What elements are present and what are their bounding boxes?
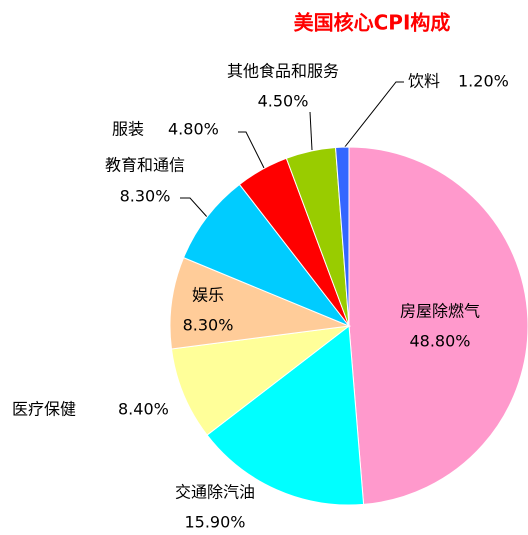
- value-label: 4.50%: [258, 92, 309, 111]
- slice-label: 房屋除燃气: [400, 302, 480, 321]
- slice-label: 交通除汽油: [175, 483, 255, 502]
- chart-title: 美国核心CPI构成: [294, 11, 451, 35]
- pie-slice: [206, 325, 365, 506]
- value-label: 8.30%: [183, 316, 234, 335]
- slice-label: 其他食品和服务: [227, 62, 339, 81]
- pie-slice: [169, 256, 351, 350]
- value-label: 8.40%: [118, 400, 169, 419]
- value-label: 15.90%: [184, 513, 245, 532]
- leader-line: [343, 81, 404, 149]
- value-label: 1.20%: [458, 72, 509, 91]
- value-label: 8.30%: [120, 187, 171, 206]
- slice-label: 饮料: [408, 72, 440, 91]
- value-label: 48.80%: [409, 332, 470, 351]
- value-label: 4.80%: [168, 120, 219, 139]
- leader-lines: [180, 81, 404, 219]
- pie-slice: [170, 325, 351, 436]
- leader-line: [238, 131, 265, 169]
- pie-slice: [182, 183, 351, 328]
- pie-slice: [348, 146, 528, 505]
- slice-label: 服装: [112, 120, 144, 139]
- leader-line: [309, 111, 313, 151]
- slice-label: 医疗保健: [12, 400, 76, 419]
- leader-line: [180, 197, 209, 219]
- slice-label: 教育和通信: [105, 156, 185, 175]
- pie-slice: [335, 146, 350, 327]
- slice-label: 娱乐: [192, 286, 224, 305]
